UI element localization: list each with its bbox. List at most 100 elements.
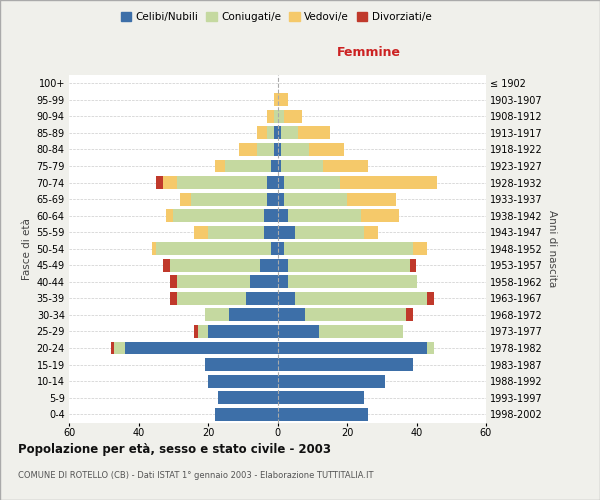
Bar bbox=[260, 259, 277, 272]
Bar bbox=[427, 342, 434, 354]
Bar bbox=[177, 276, 250, 288]
Text: COMUNE DI ROTELLO (CB) - Dati ISTAT 1° gennaio 2003 - Elaborazione TUTTITALIA.IT: COMUNE DI ROTELLO (CB) - Dati ISTAT 1° g… bbox=[18, 471, 373, 480]
Bar bbox=[281, 143, 309, 156]
Bar bbox=[111, 342, 114, 354]
Bar bbox=[205, 358, 277, 371]
Bar bbox=[170, 276, 177, 288]
Bar bbox=[277, 94, 288, 106]
Bar bbox=[277, 126, 281, 140]
Bar bbox=[208, 325, 277, 338]
Bar bbox=[125, 342, 277, 354]
Bar bbox=[298, 126, 329, 140]
Bar bbox=[156, 242, 271, 255]
Bar bbox=[323, 160, 368, 172]
Bar bbox=[267, 126, 274, 140]
Bar bbox=[156, 176, 163, 189]
Bar bbox=[274, 110, 277, 123]
Bar bbox=[309, 143, 344, 156]
Bar bbox=[413, 242, 427, 255]
Bar bbox=[410, 259, 416, 272]
Bar bbox=[194, 226, 208, 238]
Bar bbox=[170, 259, 260, 272]
Bar bbox=[277, 325, 319, 338]
Bar bbox=[277, 176, 284, 189]
Bar bbox=[277, 192, 284, 205]
Bar bbox=[170, 292, 177, 305]
Bar bbox=[277, 408, 368, 420]
Bar bbox=[205, 308, 229, 322]
Bar bbox=[215, 408, 277, 420]
Bar bbox=[277, 226, 295, 238]
Y-axis label: Anni di nascita: Anni di nascita bbox=[547, 210, 557, 288]
Bar bbox=[277, 276, 288, 288]
Bar bbox=[288, 209, 361, 222]
Bar bbox=[274, 143, 277, 156]
Bar bbox=[277, 259, 288, 272]
Bar bbox=[277, 374, 385, 388]
Bar bbox=[427, 292, 434, 305]
Bar bbox=[277, 308, 305, 322]
Bar bbox=[277, 110, 284, 123]
Bar bbox=[364, 226, 378, 238]
Bar bbox=[284, 192, 347, 205]
Bar bbox=[277, 209, 288, 222]
Bar bbox=[347, 192, 395, 205]
Bar bbox=[191, 192, 267, 205]
Text: Popolazione per età, sesso e stato civile - 2003: Popolazione per età, sesso e stato civil… bbox=[18, 442, 331, 456]
Bar bbox=[284, 176, 340, 189]
Bar bbox=[163, 176, 177, 189]
Bar bbox=[295, 226, 364, 238]
Bar bbox=[277, 143, 281, 156]
Bar bbox=[271, 242, 277, 255]
Legend: Celibi/Nubili, Coniugati/e, Vedovi/e, Divorziati/e: Celibi/Nubili, Coniugati/e, Vedovi/e, Di… bbox=[116, 8, 436, 26]
Bar bbox=[361, 209, 399, 222]
Bar bbox=[194, 325, 197, 338]
Bar bbox=[177, 292, 246, 305]
Bar bbox=[263, 209, 277, 222]
Bar bbox=[257, 126, 267, 140]
Bar bbox=[284, 242, 413, 255]
Bar bbox=[319, 325, 403, 338]
Bar bbox=[208, 226, 263, 238]
Bar bbox=[152, 242, 156, 255]
Bar bbox=[277, 391, 364, 404]
Bar bbox=[406, 308, 413, 322]
Bar bbox=[229, 308, 277, 322]
Bar bbox=[163, 259, 170, 272]
Bar bbox=[295, 292, 427, 305]
Bar bbox=[218, 391, 277, 404]
Bar bbox=[274, 94, 277, 106]
Text: Femmine: Femmine bbox=[337, 46, 401, 60]
Y-axis label: Fasce di età: Fasce di età bbox=[22, 218, 32, 280]
Bar bbox=[277, 160, 281, 172]
Bar bbox=[340, 176, 437, 189]
Bar bbox=[288, 276, 416, 288]
Bar bbox=[274, 126, 277, 140]
Bar bbox=[173, 209, 263, 222]
Bar bbox=[267, 176, 277, 189]
Bar bbox=[114, 342, 125, 354]
Bar bbox=[288, 259, 410, 272]
Bar bbox=[277, 292, 295, 305]
Bar bbox=[226, 160, 271, 172]
Bar bbox=[281, 160, 323, 172]
Bar bbox=[305, 308, 406, 322]
Bar bbox=[277, 342, 427, 354]
Bar bbox=[208, 374, 277, 388]
Bar bbox=[271, 160, 277, 172]
Bar bbox=[215, 160, 226, 172]
Bar bbox=[180, 192, 191, 205]
Bar bbox=[246, 292, 277, 305]
Bar bbox=[281, 126, 298, 140]
Bar bbox=[177, 176, 267, 189]
Bar bbox=[250, 276, 277, 288]
Bar bbox=[197, 325, 208, 338]
Bar bbox=[267, 110, 274, 123]
Bar bbox=[267, 192, 277, 205]
Bar bbox=[284, 110, 302, 123]
Bar bbox=[277, 358, 413, 371]
Bar bbox=[239, 143, 257, 156]
Bar bbox=[263, 226, 277, 238]
Bar bbox=[166, 209, 173, 222]
Bar bbox=[277, 242, 284, 255]
